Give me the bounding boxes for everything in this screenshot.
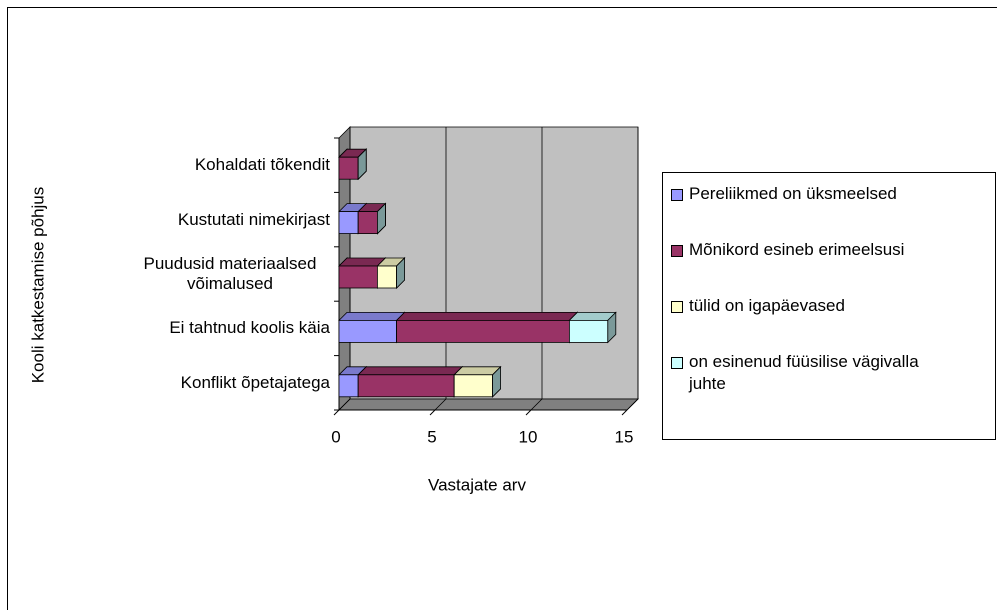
x-tick xyxy=(525,409,532,416)
legend-label: Mõnikord esineb erimeelsusi xyxy=(689,240,905,259)
bar xyxy=(338,156,359,180)
bar xyxy=(338,319,397,343)
bar xyxy=(396,319,570,343)
legend-swatch xyxy=(671,301,683,313)
legend-swatch xyxy=(671,245,683,257)
bar xyxy=(376,265,397,289)
bar-top xyxy=(395,311,579,321)
bar-side xyxy=(396,257,406,289)
bar-stack xyxy=(338,257,406,289)
bar-side xyxy=(607,311,617,344)
legend-item: on esinenud füüsilise vägivalla juhte xyxy=(671,351,987,395)
bar xyxy=(338,265,378,289)
legend-label: Pereliikmed on üksmeelsed xyxy=(689,184,897,203)
legend: Pereliikmed on üksmeelsed Mõnikord esineb… xyxy=(662,172,996,440)
grid-line xyxy=(626,127,639,411)
x-tick xyxy=(333,409,340,416)
grid-line xyxy=(434,127,447,411)
legend-item: Mõnikord esineb erimeelsusi xyxy=(671,239,987,261)
x-tick-label: 5 xyxy=(427,427,436,446)
bar-stack xyxy=(338,365,502,398)
bar-side xyxy=(357,148,367,181)
legend-label: tülid on igapäevased xyxy=(689,296,845,315)
bar xyxy=(338,374,359,398)
bar-top xyxy=(357,366,464,376)
bar xyxy=(453,374,494,398)
bar xyxy=(569,319,609,343)
y-tick-label-box: Kustutati nimekirjast xyxy=(110,195,330,245)
x-tick-label: 0 xyxy=(331,427,340,446)
y-tick-label-box: Kohaldati tõkendit xyxy=(110,140,330,190)
y-tick-label: Kohaldati tõkendit xyxy=(194,155,330,175)
x-tick-label: 15 xyxy=(615,427,634,446)
bar-stack xyxy=(338,311,617,344)
bar-side xyxy=(492,365,502,398)
y-tick-label: Konflikt õpetajatega xyxy=(180,372,330,392)
grid-line xyxy=(530,127,543,411)
bar-stack xyxy=(338,202,387,235)
legend-swatch xyxy=(671,357,683,369)
y-tick-label-box: Ei tahtnud koolis käia xyxy=(110,303,330,353)
y-tick-label: Ei tahtnud koolis käia xyxy=(169,318,330,338)
y-tick-label: Kustutati nimekirjast xyxy=(177,209,330,229)
x-tick xyxy=(621,409,628,416)
legend-swatch xyxy=(671,189,683,201)
y-tick-label-box: Konflikt õpetajatega xyxy=(110,358,330,408)
y-tick-label-box: Puudusid materiaalsed võimalused xyxy=(110,249,330,299)
x-tick xyxy=(429,409,436,416)
x-axis-title: Vastajate arv xyxy=(428,475,526,494)
legend-item: Pereliikmed on üksmeelsed xyxy=(671,183,987,205)
legend-label: on esinenud füüsilise vägivalla juhte xyxy=(689,352,919,393)
bar xyxy=(357,374,455,398)
floor xyxy=(338,398,639,411)
bar-top xyxy=(338,311,406,321)
chart-frame xyxy=(7,7,997,610)
bar-stack xyxy=(338,148,368,181)
y-tick-label: Puudusid materiaalsed võimalused xyxy=(143,254,317,293)
bar xyxy=(338,211,359,235)
bar-side xyxy=(376,202,386,235)
bar xyxy=(357,211,378,235)
y-axis-title: Kooli katkestamise põhjus xyxy=(28,186,48,384)
legend-item: tülid on igapäevased xyxy=(671,295,987,317)
x-tick-label: 10 xyxy=(519,427,538,446)
